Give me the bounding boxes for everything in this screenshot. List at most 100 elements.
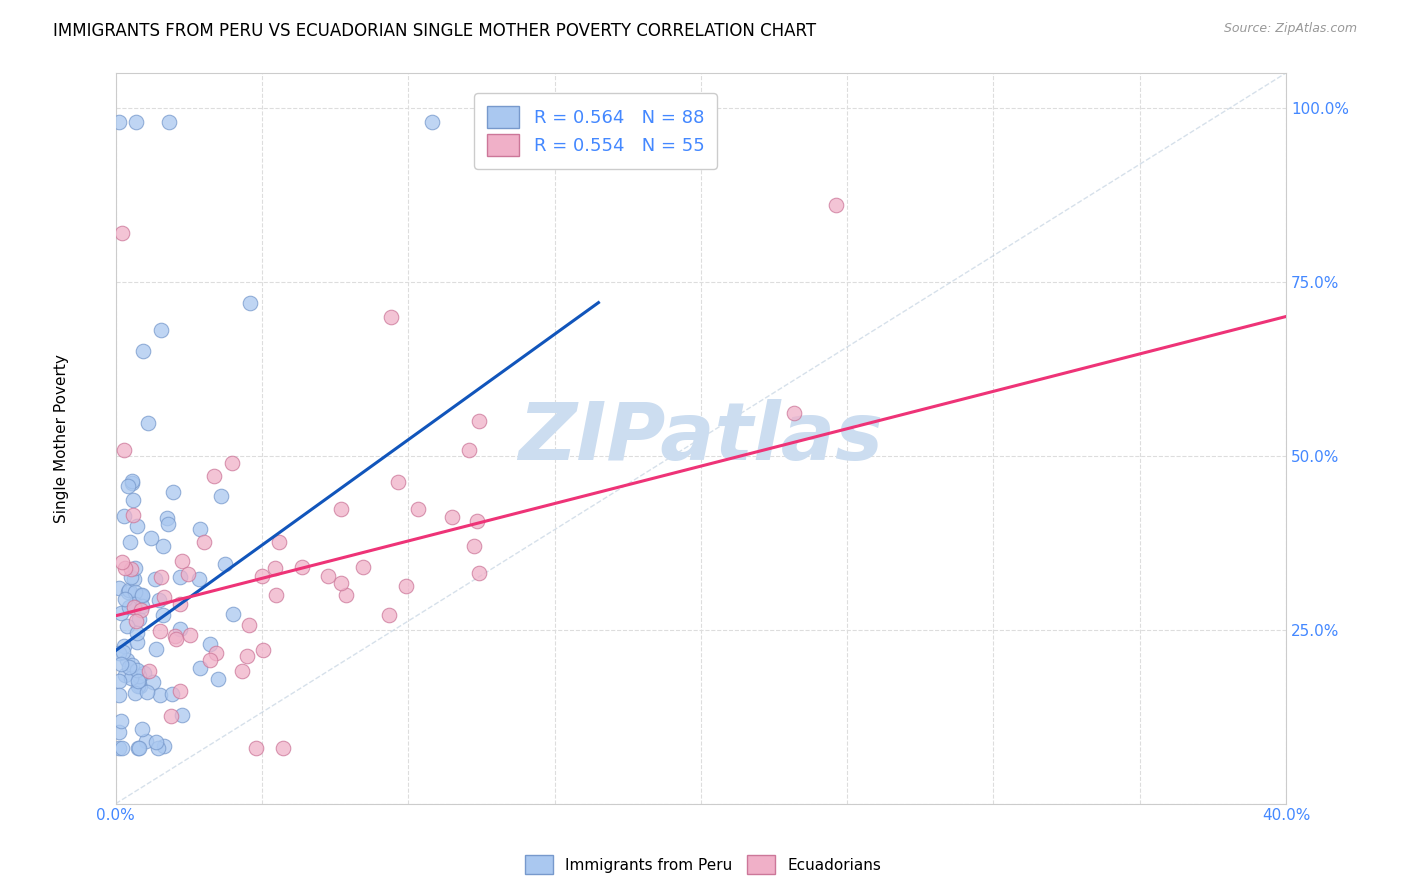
Point	[128, 612, 150, 626]
Point	[214, 557, 236, 571]
Point	[114, 591, 136, 606]
Point	[238, 618, 260, 632]
Point	[124, 597, 146, 611]
Point	[117, 585, 139, 599]
Point	[395, 579, 418, 593]
Point	[121, 474, 143, 488]
Point	[107, 674, 129, 689]
Point	[114, 668, 136, 682]
Point	[271, 741, 294, 756]
Point	[169, 622, 191, 636]
Point	[420, 114, 443, 128]
Point	[132, 344, 155, 359]
Point	[463, 539, 485, 553]
Point	[110, 606, 132, 620]
Point	[485, 114, 508, 128]
Point	[129, 588, 152, 602]
Point	[114, 442, 136, 457]
Point	[291, 559, 314, 574]
Point	[441, 510, 464, 524]
Point	[131, 723, 153, 737]
Point	[153, 739, 176, 753]
Point	[239, 295, 262, 310]
Point	[169, 570, 191, 584]
Point	[264, 561, 287, 575]
Point	[111, 645, 134, 659]
Point	[122, 600, 145, 615]
Point	[125, 114, 148, 128]
Point	[148, 593, 170, 607]
Point	[107, 647, 129, 661]
Point	[179, 628, 201, 642]
Point	[107, 741, 129, 756]
Point	[207, 672, 229, 686]
Point	[110, 714, 132, 729]
Point	[264, 588, 287, 602]
Point	[124, 614, 146, 628]
Point	[127, 741, 149, 756]
Point	[250, 568, 273, 582]
Point	[125, 519, 148, 533]
Point	[352, 560, 374, 574]
Point	[115, 619, 138, 633]
Text: Source: ZipAtlas.com: Source: ZipAtlas.com	[1223, 22, 1357, 36]
Point	[245, 741, 267, 756]
Point	[252, 643, 274, 657]
Point	[187, 572, 209, 586]
Point	[222, 607, 245, 621]
Point	[145, 735, 167, 749]
Point	[111, 741, 134, 756]
Point	[267, 535, 290, 549]
Point	[136, 685, 159, 699]
Point	[330, 575, 353, 590]
Point	[127, 673, 149, 688]
Point	[121, 508, 143, 522]
Point	[165, 632, 187, 646]
Point	[136, 416, 159, 430]
Point	[468, 566, 491, 581]
Point	[169, 597, 191, 611]
Point	[783, 406, 806, 420]
Point	[108, 688, 131, 702]
Point	[236, 648, 259, 663]
Point	[117, 479, 139, 493]
Point	[209, 489, 232, 503]
Point	[129, 680, 152, 694]
Point	[153, 590, 176, 604]
Point	[169, 684, 191, 698]
Point	[335, 588, 357, 602]
Point	[125, 626, 148, 640]
Point	[145, 641, 167, 656]
Point	[149, 323, 172, 337]
Point	[152, 539, 174, 553]
Point	[188, 661, 211, 675]
Point	[121, 476, 143, 491]
Legend: R = 0.564   N = 88, R = 0.554   N = 55: R = 0.564 N = 88, R = 0.554 N = 55	[474, 93, 717, 169]
Point	[146, 741, 169, 756]
Point	[458, 443, 481, 458]
Point	[111, 226, 134, 240]
Text: ZIPatlas: ZIPatlas	[519, 400, 883, 477]
Point	[380, 310, 402, 324]
Point	[202, 469, 225, 483]
Point	[115, 653, 138, 667]
Point	[157, 517, 180, 532]
Point	[139, 531, 162, 545]
Point	[112, 508, 135, 523]
Point	[118, 600, 141, 615]
Point	[125, 635, 148, 649]
Point	[143, 572, 166, 586]
Point	[118, 534, 141, 549]
Point	[150, 570, 173, 584]
Point	[131, 599, 153, 614]
Point	[177, 566, 200, 581]
Point	[163, 629, 186, 643]
Point	[131, 588, 153, 602]
Point	[200, 653, 222, 667]
Point	[118, 659, 141, 673]
Point	[170, 554, 193, 568]
Point	[132, 666, 155, 681]
Point	[128, 668, 150, 682]
Point	[316, 568, 339, 582]
Point	[159, 709, 181, 723]
